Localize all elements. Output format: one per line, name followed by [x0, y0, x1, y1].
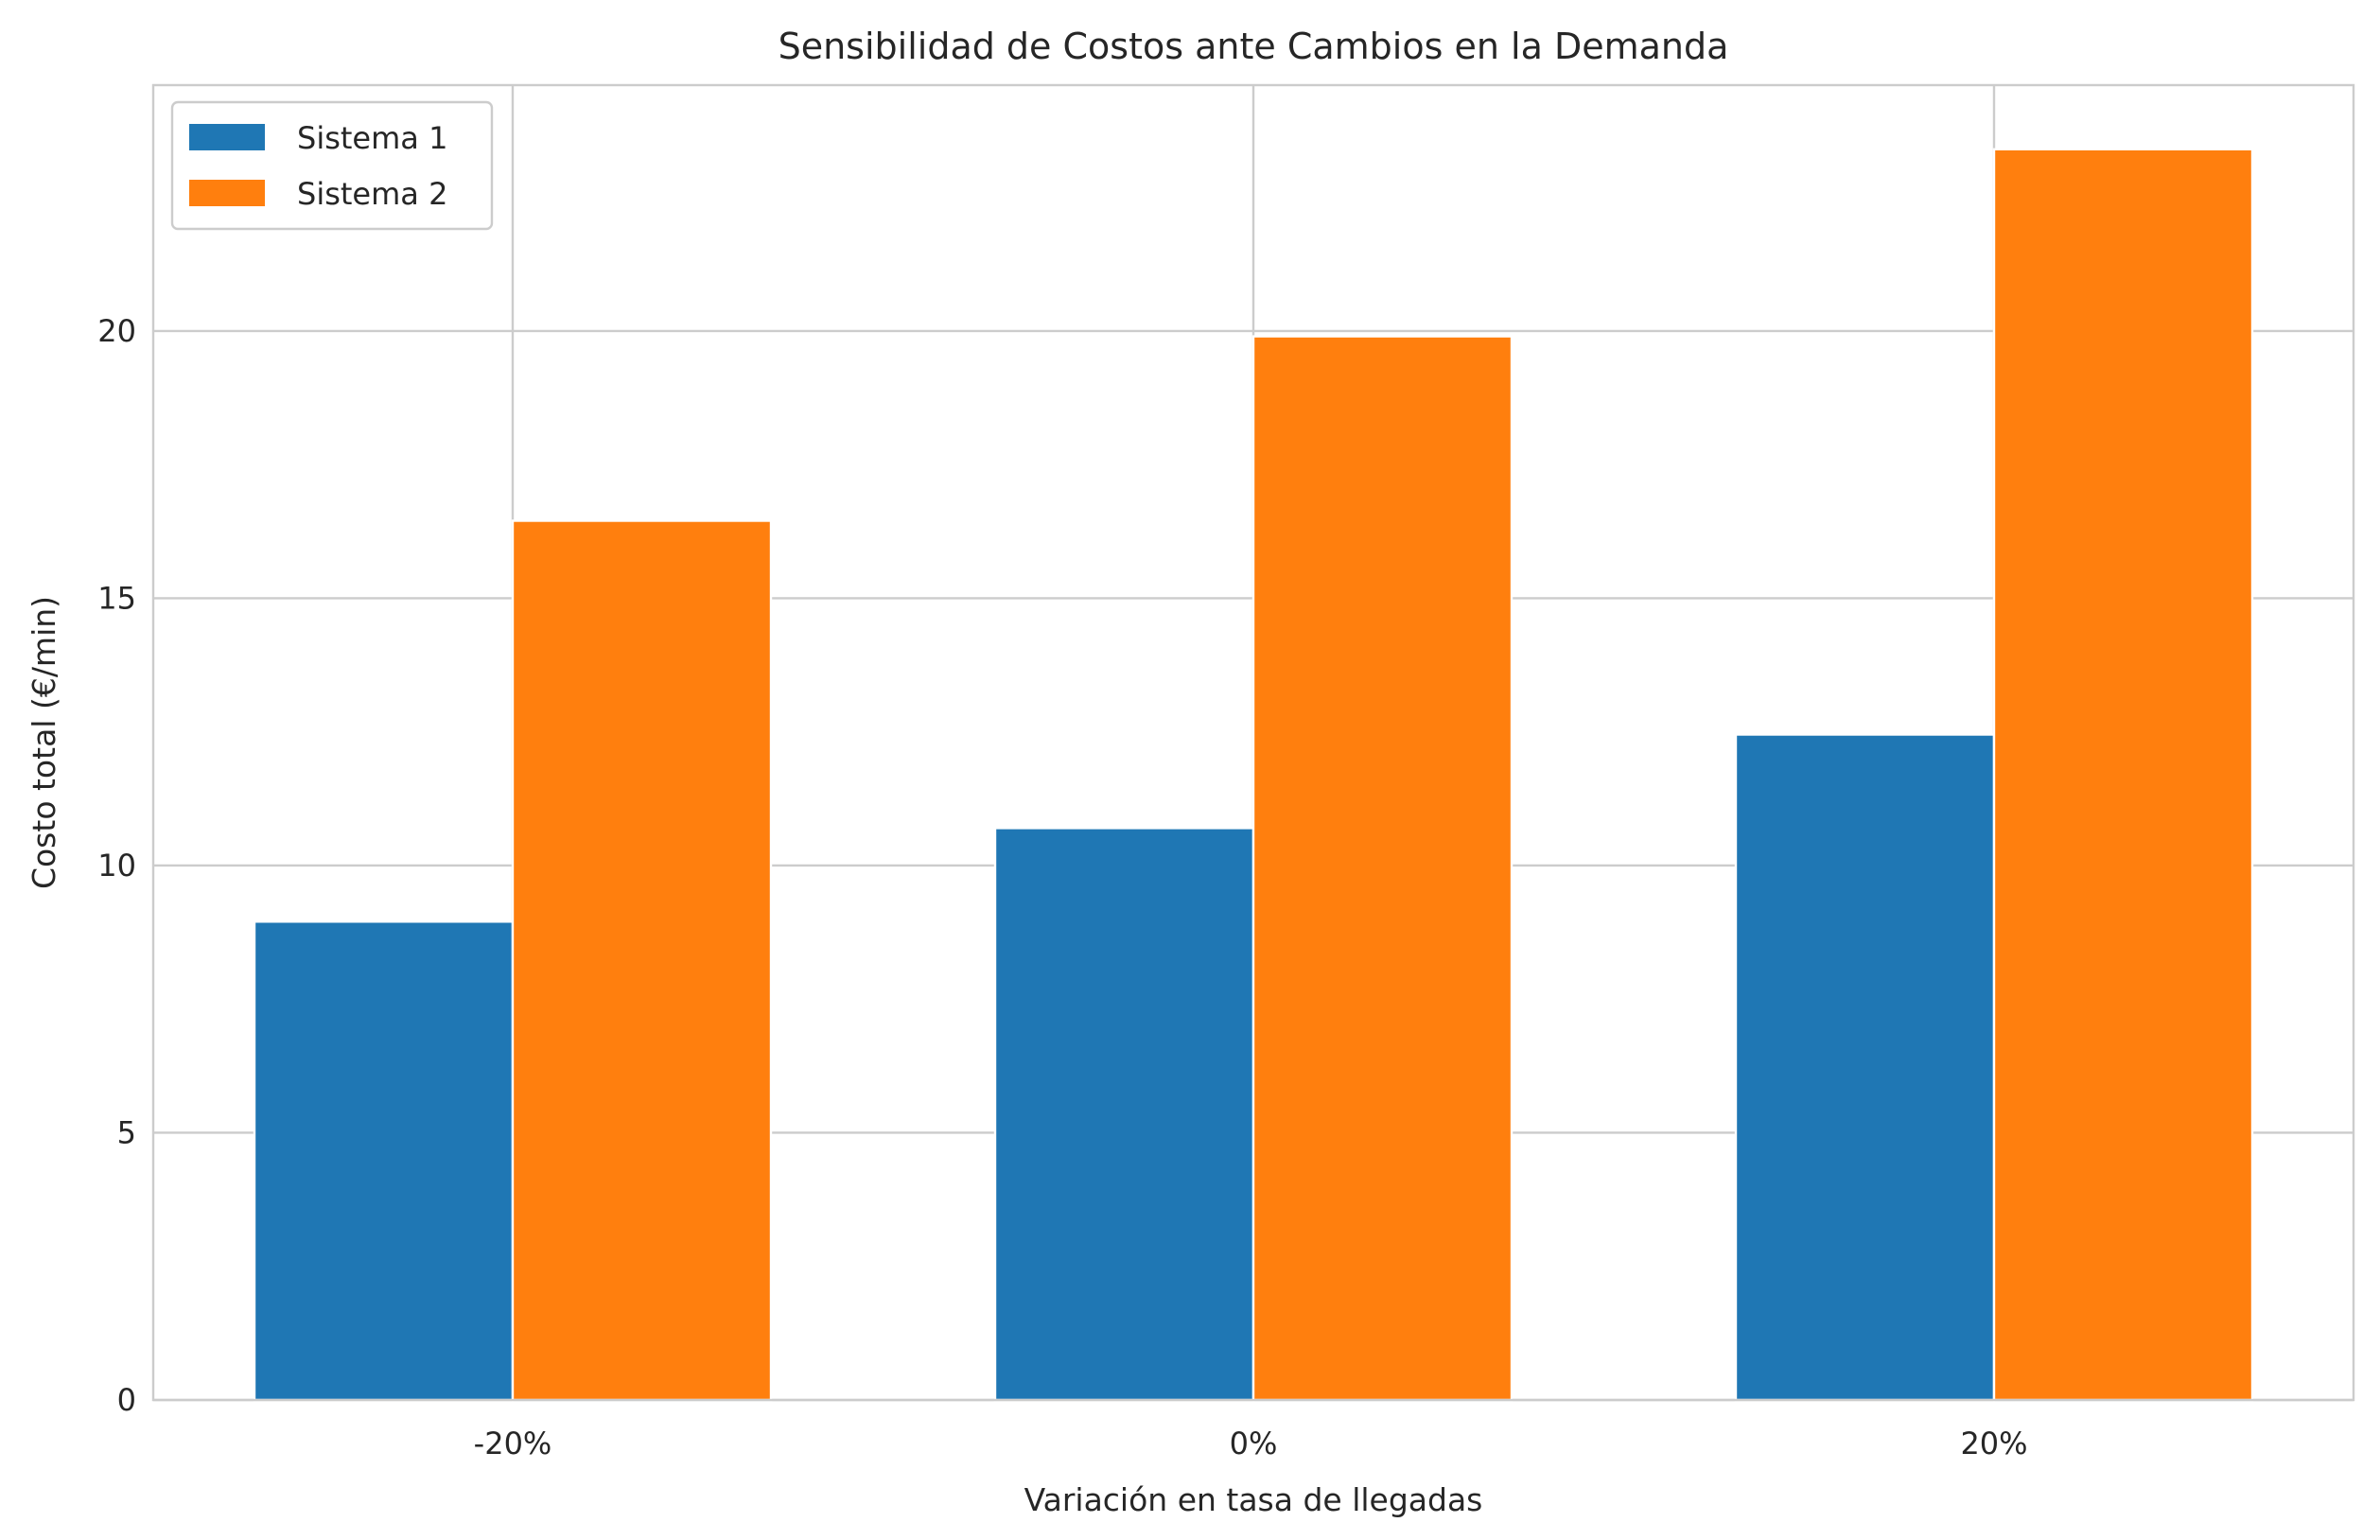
y-tick-label: 5 [117, 1114, 136, 1150]
bar-sistema-2 [1992, 148, 2254, 1402]
legend-label-sistema-1: Sistema 1 [297, 120, 447, 156]
x-tick-label: 20% [1960, 1426, 2027, 1461]
x-tick-labels: -20% 0% 20% [474, 1426, 2028, 1461]
x-axis-label: Variación en tasa de llegadas [1024, 1481, 1483, 1518]
plot-frame [151, 83, 2355, 1402]
y-tick-label: 20 [97, 313, 136, 349]
bar-sistema-1 [993, 827, 1255, 1402]
y-tick-label: 0 [117, 1382, 136, 1418]
legend-label-sistema-2: Sistema 2 [297, 176, 447, 212]
y-tick-label: 10 [97, 848, 136, 884]
legend: Sistema 1 Sistema 2 [170, 100, 494, 231]
x-tick-label: -20% [474, 1426, 552, 1461]
bar-sistema-2 [1251, 335, 1514, 1402]
chart-title: Sensibilidad de Costos ante Cambios en l… [779, 26, 1729, 67]
y-tick-labels: 0 5 10 15 20 [97, 313, 136, 1418]
y-axis-label: Costo total (€/min) [26, 596, 62, 889]
x-tick-label: 0% [1230, 1426, 1278, 1461]
legend-swatch-sistema-1 [189, 124, 265, 150]
legend-swatch-sistema-2 [189, 180, 265, 206]
y-tick-label: 15 [97, 580, 136, 616]
bar-sistema-1 [253, 920, 515, 1402]
bar-sistema-2 [511, 519, 773, 1402]
bar-sistema-1 [1734, 733, 1996, 1402]
bars [253, 148, 2254, 1402]
